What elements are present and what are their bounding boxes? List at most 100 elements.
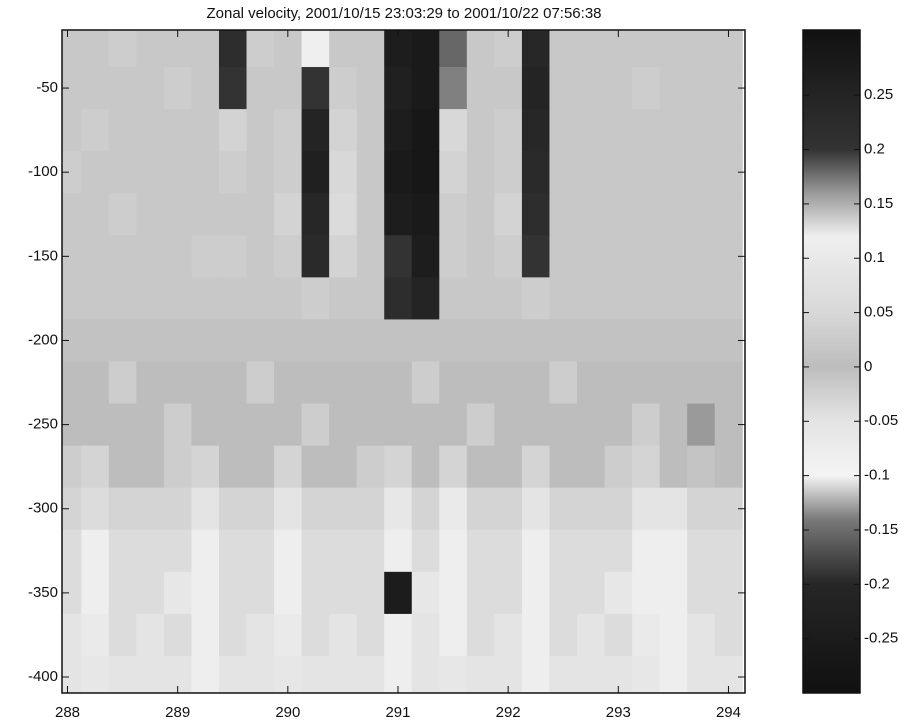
heatmap-cell — [329, 235, 358, 278]
heatmap-cell — [191, 30, 220, 68]
heatmap-cell — [62, 151, 82, 194]
heatmap-cell — [191, 487, 220, 531]
heatmap-cell — [659, 487, 688, 531]
heatmap-cell — [687, 655, 716, 693]
heatmap-cell — [108, 403, 137, 447]
heatmap-cell — [81, 151, 110, 194]
heatmap-cell — [356, 613, 385, 657]
heatmap-cell — [549, 30, 578, 68]
heatmap-cell — [62, 67, 82, 110]
heatmap-cell — [687, 30, 716, 68]
heatmap-cell — [301, 109, 330, 152]
heatmap-cell — [659, 445, 688, 489]
colorbar-tick-label: -0.1 — [864, 467, 890, 484]
heatmap-cell — [329, 403, 358, 447]
heatmap-cell — [62, 529, 82, 573]
heatmap-cell — [136, 151, 165, 194]
heatmap-cell — [494, 403, 523, 447]
heatmap-cell — [714, 109, 743, 152]
heatmap-cell — [81, 571, 110, 615]
heatmap-cell — [191, 319, 220, 362]
heatmap-cell — [604, 529, 633, 573]
heatmap-cell — [246, 655, 275, 693]
y-tick-label: -100 — [28, 163, 58, 180]
heatmap-cell — [384, 487, 413, 531]
heatmap-cell — [494, 193, 523, 236]
x-tick-label: 290 — [275, 704, 300, 721]
heatmap-cell — [246, 109, 275, 152]
heatmap-cell — [329, 67, 358, 110]
heatmap-cell — [577, 277, 606, 320]
heatmap-cell — [218, 67, 248, 110]
heatmap-cell — [81, 529, 110, 573]
heatmap-cell — [632, 529, 661, 573]
heatmap-cell — [577, 361, 606, 405]
heatmap-cell — [632, 403, 661, 447]
heatmap-cell — [163, 487, 192, 531]
heatmap-cell — [62, 277, 82, 320]
heatmap-cell — [411, 30, 440, 68]
heatmap-cell — [384, 67, 413, 110]
heatmap-cell — [466, 529, 495, 573]
heatmap-cell — [604, 571, 633, 615]
heatmap-cell — [632, 655, 661, 693]
heatmap-cell — [191, 277, 220, 320]
heatmap-cell — [108, 277, 137, 320]
heatmap-cell — [191, 613, 220, 657]
heatmap-cell — [62, 571, 82, 615]
heatmap-cell — [632, 445, 661, 489]
heatmap-cell — [632, 361, 661, 405]
heatmap-cell — [687, 529, 716, 573]
heatmap-cell — [274, 403, 303, 447]
heatmap-cell — [632, 613, 661, 657]
heatmap-cell — [108, 67, 137, 110]
heatmap-cell — [632, 235, 661, 278]
heatmap-cell — [218, 487, 248, 531]
heatmap-cell — [466, 235, 495, 278]
heatmap-cell — [659, 151, 688, 194]
heatmap-cell — [384, 109, 413, 152]
heatmap-cell — [439, 487, 468, 531]
y-tick-label: -400 — [28, 668, 58, 685]
heatmap-cell — [659, 235, 688, 278]
heatmap-cell — [191, 235, 220, 278]
heatmap-cell — [246, 151, 275, 194]
heatmap-cell — [163, 445, 192, 489]
heatmap-cell — [604, 487, 633, 531]
heatmap-cell — [439, 571, 468, 615]
heatmap-cell — [163, 403, 192, 447]
heatmap-cell — [466, 487, 495, 531]
heatmap-cell — [577, 571, 606, 615]
heatmap-cell — [218, 30, 248, 68]
y-tick-label: -250 — [28, 416, 58, 433]
heatmap-cell — [191, 571, 220, 615]
heatmap-cell — [411, 529, 440, 573]
heatmap-cell — [81, 445, 110, 489]
x-tick-label: 288 — [55, 704, 80, 721]
heatmap-cell — [411, 613, 440, 657]
heatmap-cell — [81, 109, 110, 152]
heatmap-cell — [494, 445, 523, 489]
heatmap-cell — [246, 361, 275, 405]
heatmap-cell — [329, 109, 358, 152]
heatmap-cell — [604, 235, 633, 278]
heatmap-cell — [714, 361, 743, 405]
heatmap-cell — [521, 445, 550, 489]
heatmap-cell — [384, 403, 413, 447]
heatmap-cell — [301, 613, 330, 657]
heatmap-cell — [356, 277, 385, 320]
heatmap-cell — [577, 193, 606, 236]
heatmap-cell — [108, 529, 137, 573]
heatmap-cell — [466, 193, 495, 236]
heatmap-cell — [108, 109, 137, 152]
heatmap-cell — [108, 235, 137, 278]
heatmap-cell — [301, 571, 330, 615]
heatmap-cell — [687, 445, 716, 489]
heatmap-cell — [163, 109, 192, 152]
x-tick-label: 289 — [165, 704, 190, 721]
heatmap-cell — [714, 277, 743, 320]
heatmap-cell — [329, 319, 358, 362]
heatmap-cell — [246, 403, 275, 447]
heatmap-cell — [604, 67, 633, 110]
heatmap-cell — [659, 319, 688, 362]
